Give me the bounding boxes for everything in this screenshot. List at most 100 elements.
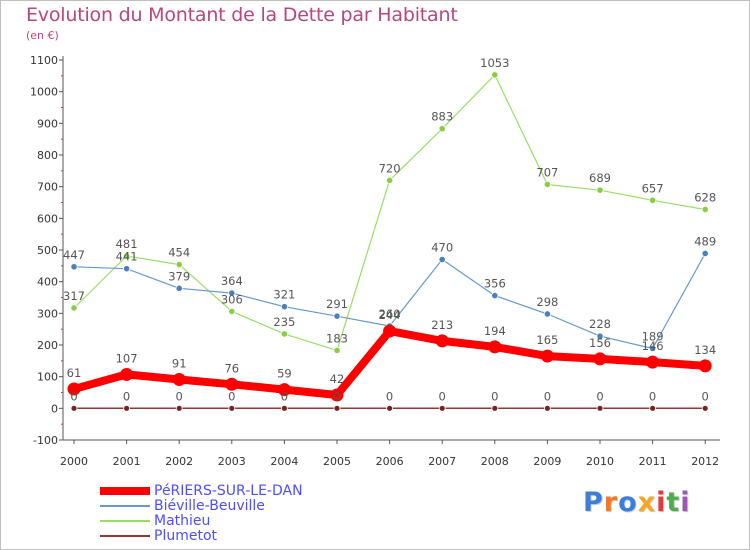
data-point	[280, 303, 288, 311]
legend-swatch	[100, 520, 150, 522]
data-label: 183	[326, 331, 348, 345]
line-chart: -100010020030040050060070080090010001100…	[30, 54, 720, 468]
data-label: 0	[70, 389, 77, 403]
data-point	[383, 324, 397, 338]
data-point	[701, 205, 709, 214]
legend-item: Mathieu	[100, 513, 360, 529]
data-point	[698, 359, 712, 373]
legend-swatch	[100, 505, 150, 507]
data-point	[649, 404, 656, 412]
data-point	[280, 404, 288, 412]
data-label: 628	[694, 190, 716, 204]
data-point	[648, 344, 657, 353]
data-label: 306	[221, 292, 243, 306]
data-point	[596, 186, 604, 194]
data-point	[70, 263, 78, 271]
data-label: 0	[649, 389, 656, 403]
data-label: 707	[536, 165, 558, 179]
data-label: 356	[484, 277, 506, 291]
legend-item: Biéville-Beuville	[100, 498, 360, 514]
data-point	[385, 176, 394, 184]
data-label: 189	[642, 329, 664, 343]
x-tick-label: 2009	[533, 455, 561, 468]
data-label: 134	[694, 343, 716, 357]
brand-logo: Proxiti	[583, 487, 691, 518]
data-point	[543, 310, 552, 318]
x-tick-label: 2004	[270, 455, 298, 468]
data-label: 260	[379, 307, 401, 321]
legend-item: PéRIERS-SUR-LE-DAN	[100, 483, 360, 499]
brand-letter: x	[637, 487, 657, 518]
data-point	[330, 388, 344, 402]
data-point	[386, 404, 394, 412]
data-label: 364	[221, 274, 243, 288]
y-tick-label: 1100	[30, 54, 58, 67]
data-label: 720	[379, 161, 401, 175]
x-tick-label: 2001	[113, 455, 141, 468]
data-point	[333, 312, 341, 320]
x-tick-label: 2003	[218, 455, 246, 468]
x-tick-label: 2012	[691, 455, 719, 468]
legend-swatch	[100, 535, 150, 537]
data-point	[491, 404, 499, 412]
y-tick-label: 100	[37, 371, 58, 384]
data-point	[701, 249, 709, 258]
data-label: 321	[273, 288, 295, 302]
data-point	[540, 349, 554, 363]
data-label: 213	[431, 318, 453, 332]
data-label: 91	[172, 357, 187, 371]
data-label: 0	[176, 389, 183, 403]
data-point	[543, 180, 552, 189]
data-label: 0	[439, 389, 446, 403]
legend-swatch	[100, 487, 150, 495]
x-tick-label: 2007	[428, 455, 456, 468]
x-tick-label: 2006	[376, 455, 404, 468]
data-label: 0	[228, 389, 235, 403]
data-label: 146	[642, 339, 664, 353]
data-label: 59	[277, 367, 292, 381]
data-point	[228, 307, 236, 316]
y-tick-label: 800	[37, 149, 58, 162]
data-point	[70, 404, 78, 412]
data-point	[593, 352, 607, 366]
data-point	[438, 125, 446, 133]
unit-label: (en €)	[26, 29, 59, 42]
data-label: 0	[333, 389, 340, 403]
data-label: 0	[596, 389, 603, 403]
y-tick-label: 300	[37, 307, 58, 320]
data-point	[333, 404, 341, 412]
brand-letter: o	[618, 487, 638, 518]
y-tick-label: 0	[51, 402, 58, 415]
data-point	[175, 404, 183, 412]
data-point	[120, 367, 134, 381]
data-label: 107	[116, 351, 138, 365]
y-tick-label: 500	[37, 244, 58, 257]
data-label: 0	[123, 389, 130, 403]
brand-letter: i	[680, 487, 691, 518]
data-point	[544, 404, 551, 412]
data-point	[438, 255, 446, 264]
data-label: 1053	[480, 56, 509, 70]
legend-label: Biéville-Beuville	[154, 498, 265, 514]
legend-label: Plumetot	[154, 528, 217, 544]
data-label: 61	[67, 366, 82, 380]
x-tick-label: 2010	[586, 455, 614, 468]
data-label: 0	[386, 389, 393, 403]
y-tick-label: -100	[33, 434, 58, 447]
data-point	[438, 404, 446, 412]
data-point	[123, 265, 131, 273]
y-tick-label: 400	[37, 276, 58, 289]
data-point	[596, 332, 604, 340]
data-label: 42	[330, 372, 345, 386]
data-label: 235	[273, 315, 295, 329]
y-tick-label: 1000	[30, 86, 58, 99]
data-point	[175, 284, 183, 292]
x-tick-label: 2002	[165, 455, 193, 468]
brand-letter: t	[666, 487, 681, 518]
data-label: 447	[63, 248, 85, 262]
y-tick-label: 700	[37, 181, 58, 194]
data-point	[70, 304, 78, 312]
legend-label: Mathieu	[154, 513, 211, 529]
legend-label: PéRIERS-SUR-LE-DAN	[154, 483, 303, 499]
